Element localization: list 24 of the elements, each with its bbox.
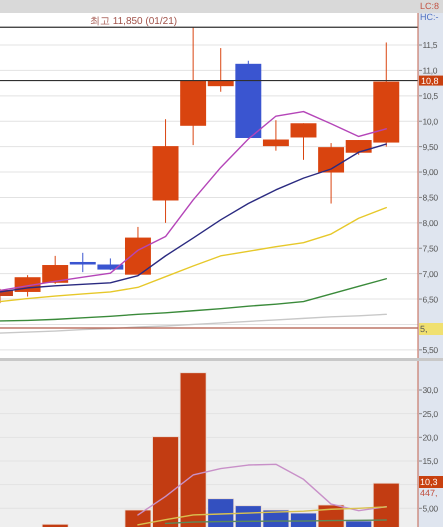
y-tick-label: 9,50 [422,142,438,152]
y-tick-label: 5,50 [422,345,438,356]
y-tick-label: 15,0 [422,456,438,466]
y-tick-label: 10,0 [422,116,438,126]
y-tick-label: 20,0 [422,432,438,443]
y-tick-label: 7,50 [422,243,438,254]
text: 10,3 [420,477,438,487]
ref-line-label: 최고 11,850 (01/21) [90,16,178,28]
y-tick-label: 5,00 [422,504,438,514]
text: LC:8 [420,1,440,11]
y-tick-label: 25,0 [422,408,438,419]
text: 5, [420,324,428,334]
y-tick-label: 8,00 [422,218,438,228]
y-tick-label: 6,50 [422,294,438,304]
y-tick-label: 30,0 [422,385,438,396]
y-tick-label: 10,5 [422,91,438,102]
y-tick-label: 9,00 [422,167,438,178]
text: 447, [420,488,438,498]
y-tick-label: 7,00 [422,268,438,279]
y-tick-label: 11,5 [422,40,438,50]
y-tick-label: 11,0 [422,66,438,76]
ref-line-label: 10,8 [421,76,439,86]
text: HC:- [420,12,438,22]
y-tick-label: 8,50 [422,192,438,203]
